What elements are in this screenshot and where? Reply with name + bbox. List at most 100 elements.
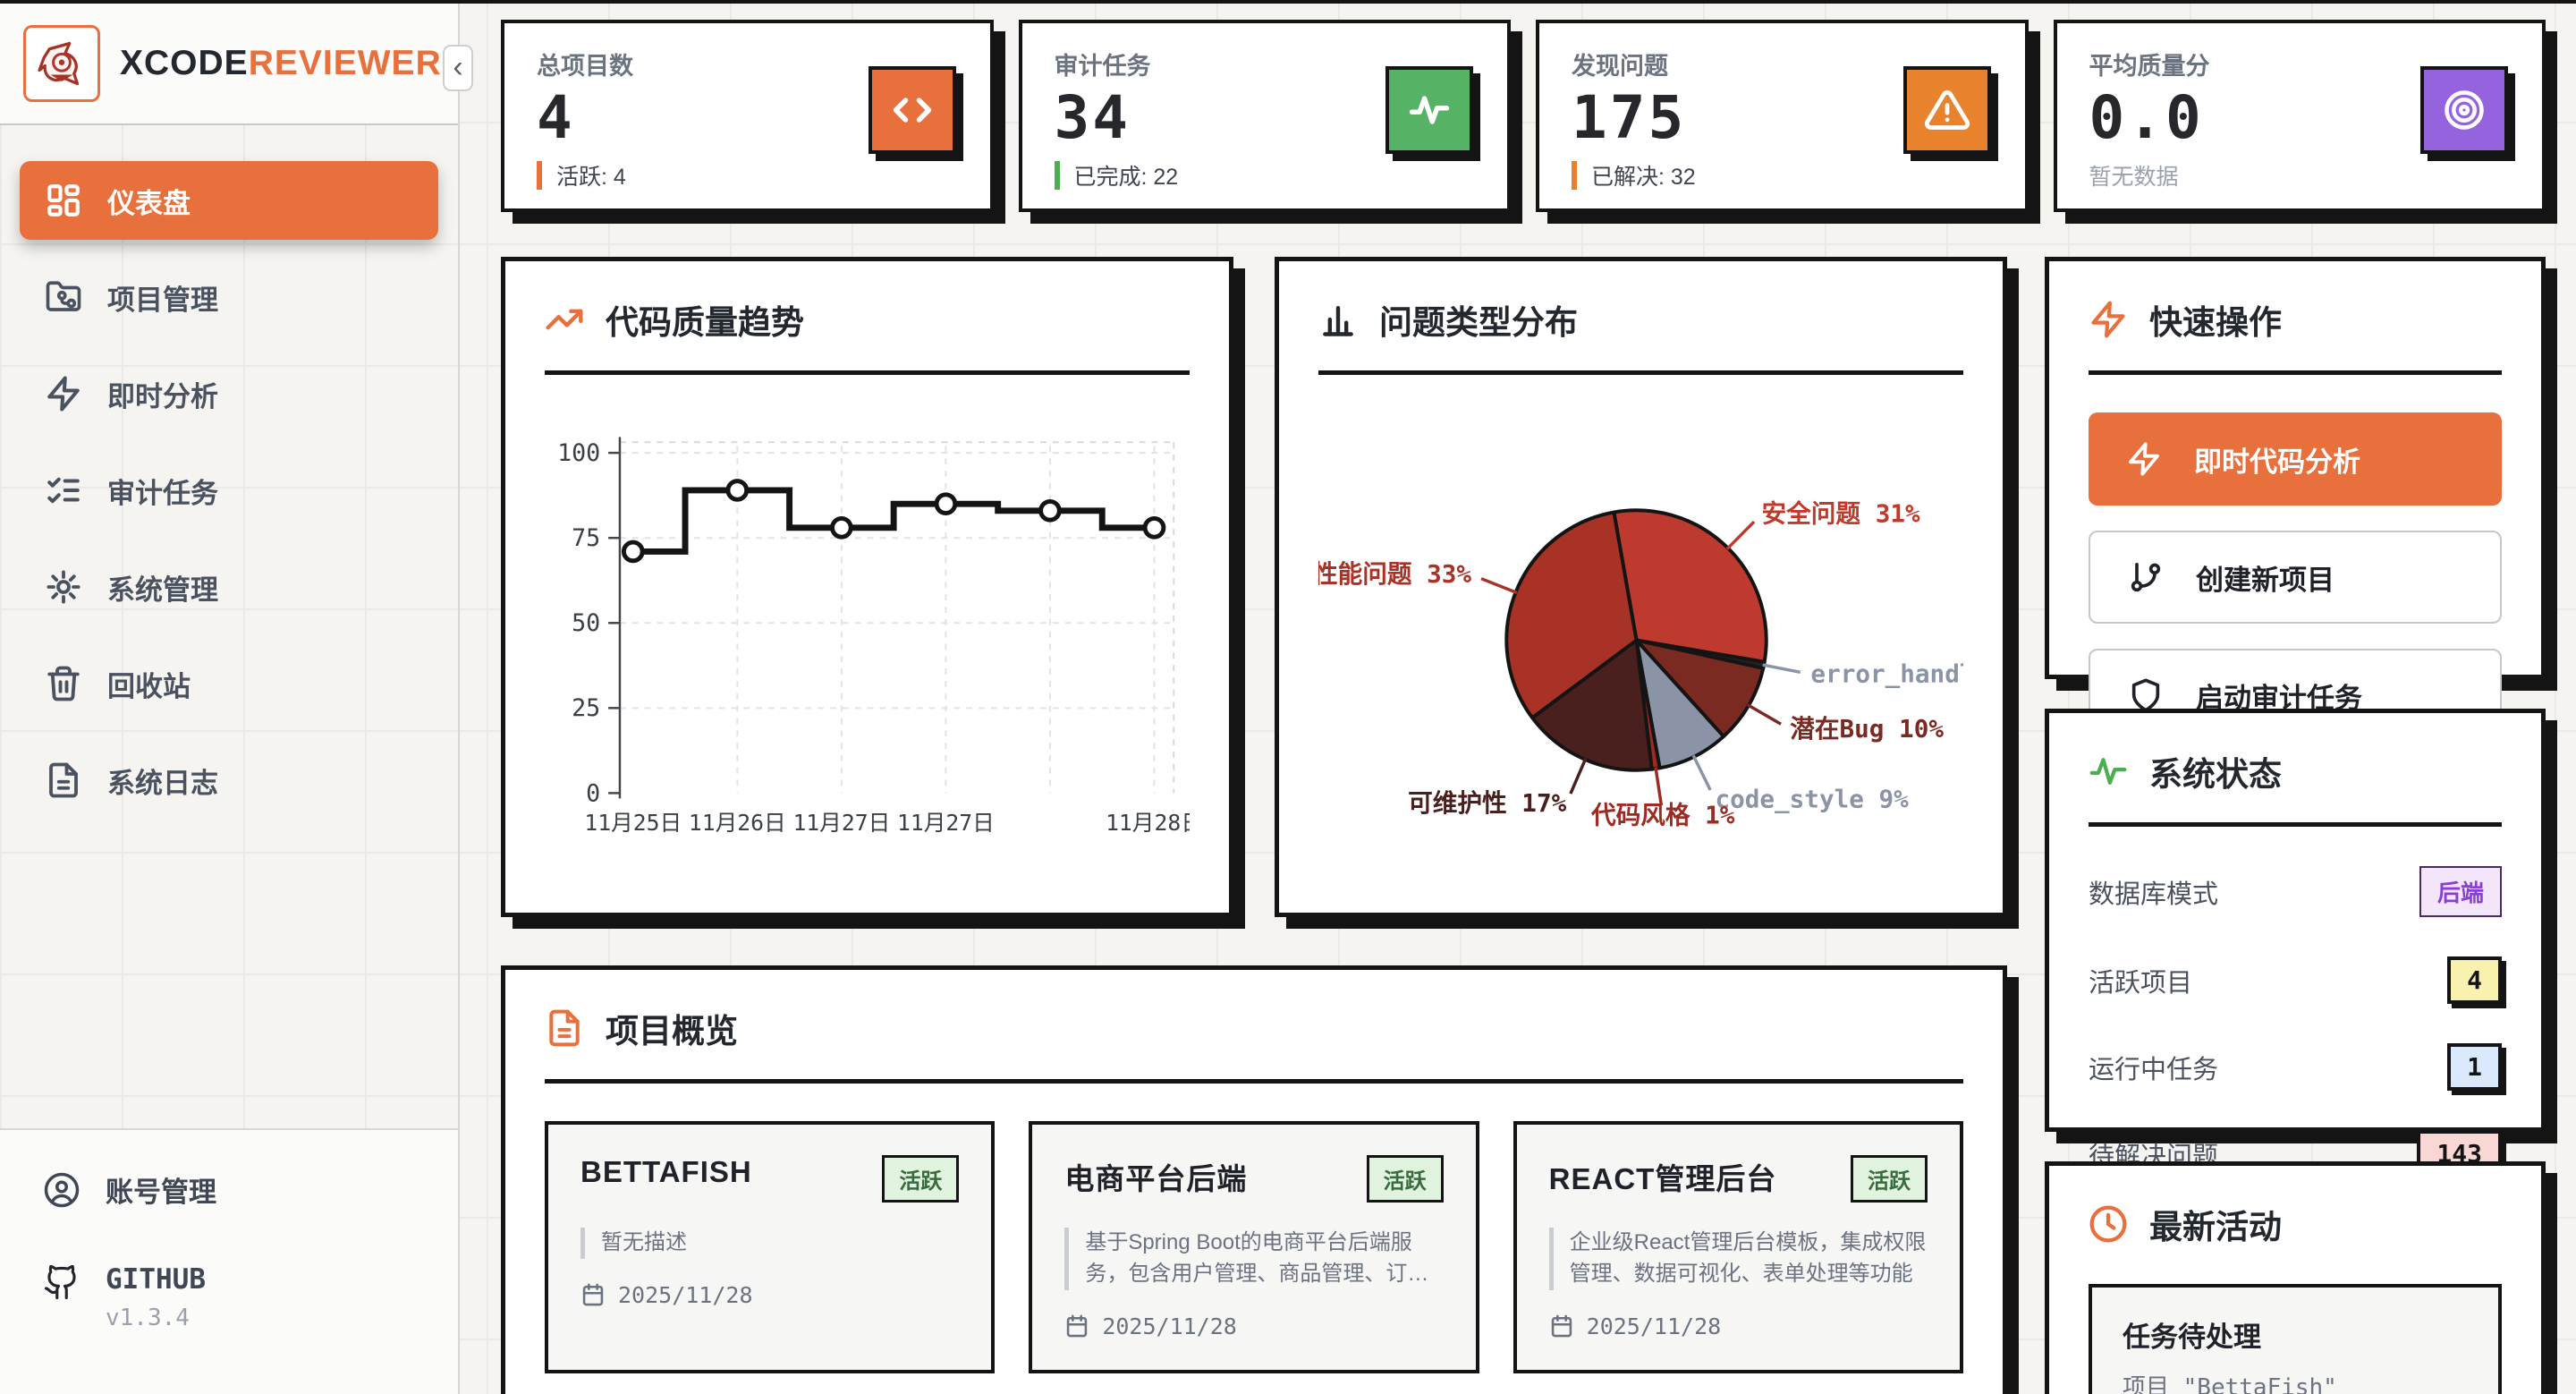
status-label: 活跃项目 [2089,968,2193,998]
file-text-icon [45,761,82,799]
project-date: 2025/11/28 [580,1282,959,1308]
activity-item[interactable]: 任务待处理 项目 "BettaFish" [2089,1284,2502,1394]
issue-types-title: 问题类型分布 [1379,304,1578,341]
svg-text:code_style 9%: code_style 9% [1715,784,1909,813]
latest-activity-title: 最新活动 [2149,1209,2282,1245]
sidebar-item-label: 回收站 [107,670,191,702]
github-block: GITHUB v1.3.4 [106,1263,206,1331]
sidebar-item-label: 即时分析 [107,380,218,412]
project-status-badge: 活跃 [1851,1155,1928,1203]
calendar-icon [1064,1313,1089,1339]
quick-actions-panel: 快速操作 即时代码分析 创建新项目 启动审计任务 [2045,257,2546,742]
sidebar-item-label: 审计任务 [107,477,218,509]
quick-action-1-button[interactable]: 创建新项目 [2089,531,2502,624]
project-title: 电商平台后端 [1064,1162,1248,1195]
svg-text:可维护性 17%: 可维护性 17% [1408,788,1566,818]
clock-icon [2089,1205,2127,1243]
status-badge: 1 [2447,1043,2502,1091]
stat-value: 0.0 [2089,83,2204,152]
zap-icon [2091,301,2125,338]
projects-grid: BETTAFISH 活跃 暂无描述 2025/11/28 电商平台后端 活跃 基于… [545,1121,1963,1394]
sidebar-item-analysis[interactable]: 即时分析 [20,354,438,433]
folder-git-icon [45,278,82,316]
sidebar-item-label: 系统管理 [107,574,218,606]
grid-icon [45,182,82,219]
project-title: BETTAFISH [580,1155,752,1188]
github-icon [44,1264,76,1300]
project-card-0[interactable]: BETTAFISH 活跃 暂无描述 2025/11/28 [545,1121,996,1373]
alert-triangle-icon [1902,66,1991,154]
project-description: 企业级React管理后台模板，集成权限管理、数据可视化、表单处理等功能 [1548,1228,1928,1290]
zap-icon [45,375,82,412]
sidebar-item-dashboard[interactable]: 仪表盘 [20,161,438,240]
quick-action-0-button[interactable]: 即时代码分析 [2089,412,2502,506]
svg-text:0: 0 [586,779,600,807]
divider [545,370,1190,375]
fish-logo-icon [38,41,80,86]
account-label: 账号管理 [106,1177,216,1208]
project-description: 基于Spring Boot的电商平台后端服务，包含用户管理、商品管理、订单处理.… [1064,1228,1443,1290]
issue-types-chart: 安全问题 31% error_handling 潜在Bug 10% code_styl… [1318,391,1963,886]
activity-item-title: 任务待处理 [2123,1322,2261,1353]
account-management-item[interactable]: 账号管理 [43,1169,415,1210]
gear-icon [45,568,82,606]
svg-text:11月27日: 11月27日 [792,810,890,836]
target-icon [2420,66,2508,154]
sidebar-header: XCODEREVIEWER ‹ [0,4,473,125]
sidebar-item-logs[interactable]: 系统日志 [20,741,438,820]
system-status-title: 系统状态 [2149,756,2282,793]
activity-icon [1385,66,1473,154]
system-status-panel: 系统状态 数据库模式 后端 活跃项目 4 运行中任务 1 待解决问题 143 [2045,709,2546,1177]
latest-activity-panel: 最新活动 任务待处理 项目 "BettaFish" [2045,1161,2546,1394]
divider [545,1079,1963,1084]
divider [2089,822,2502,827]
sidebar: XCODEREVIEWER ‹ 仪表盘 项目管理 即时分析 审计任务 系统管理 … [0,4,473,1394]
trending-up-icon [546,309,583,330]
quick-action-label: 启动审计任务 [2196,682,2362,714]
projects-overview-panel: 项目概览 BETTAFISH 活跃 暂无描述 2025/11/28 电商平台后端 … [501,965,2007,1394]
sidebar-collapse-button[interactable]: ‹ [443,45,473,91]
sidebar-item-audit[interactable]: 审计任务 [20,451,438,530]
project-status-badge: 活跃 [1366,1155,1444,1203]
project-card-1[interactable]: 电商平台后端 活跃 基于Spring Boot的电商平台后端服务，包含用户管理、… [1029,1121,1479,1373]
stat-value: 4 [537,83,575,152]
status-badge: 后端 [2419,866,2502,917]
divider [1318,370,1963,375]
sidebar-item-projects[interactable]: 项目管理 [20,258,438,336]
stat-card-1: 审计任务 34 已完成: 22 [1018,20,1511,212]
app-version: v1.3.4 [106,1305,190,1331]
projects-overview-title: 项目概览 [606,1013,738,1050]
svg-text:安全问题 31%: 安全问题 31% [1762,499,1920,529]
trash-icon [45,665,82,702]
stat-value: 34 [1054,83,1131,152]
sidebar-item-system[interactable]: 系统管理 [20,548,438,626]
status-row-2: 运行中任务 1 [2089,1043,2502,1091]
svg-text:潜在Bug 10%: 潜在Bug 10% [1790,714,1944,744]
stat-card-0: 总项目数 4 活跃: 4 [501,20,994,212]
project-card-2[interactable]: REACT管理后台 活跃 企业级React管理后台模板，集成权限管理、数据可视化… [1513,1121,1963,1373]
zap-icon [2126,441,2162,477]
stat-sub: 已完成: 22 [1054,159,1476,191]
svg-text:11月25日: 11月25日 [584,810,682,836]
sidebar-item-label: 项目管理 [107,284,218,316]
quick-action-label: 即时代码分析 [2194,446,2360,478]
quality-trend-title: 代码质量趋势 [606,304,804,341]
status-row-1: 活跃项目 4 [2089,956,2502,1004]
stat-sub: 活跃: 4 [537,159,958,191]
quick-actions-title: 快速操作 [2149,304,2282,341]
git-branch-icon [2128,559,2164,595]
status-label: 数据库模式 [2089,880,2219,909]
sidebar-item-label: 系统日志 [107,767,218,799]
main-content: 总项目数 4 活跃: 4 审计任务 34 已完成: 22 发现问题 175 已解决: … [462,4,2576,1394]
stat-label: 平均质量分 [2089,53,2210,80]
divider [2089,370,2502,375]
svg-text:75: 75 [572,524,600,552]
stat-card-2: 发现问题 175 已解决: 32 [1536,20,2029,212]
issue-types-panel: 问题类型分布 安全问题 31% error_handling 潜在Bug 10% co… [1275,257,2007,917]
quality-trend-panel: 代码质量趋势 0 25 50 75 100 11月25日 11月26日 11月27日 11月27… [501,257,1233,917]
github-link[interactable]: GITHUB v1.3.4 [43,1263,415,1331]
brand-title: XCODEREVIEWER [120,44,442,82]
sidebar-item-recycle[interactable]: 回收站 [20,644,438,723]
sidebar-footer: 账号管理 GITHUB v1.3.4 [0,1128,458,1394]
stat-label: 审计任务 [1054,53,1151,80]
